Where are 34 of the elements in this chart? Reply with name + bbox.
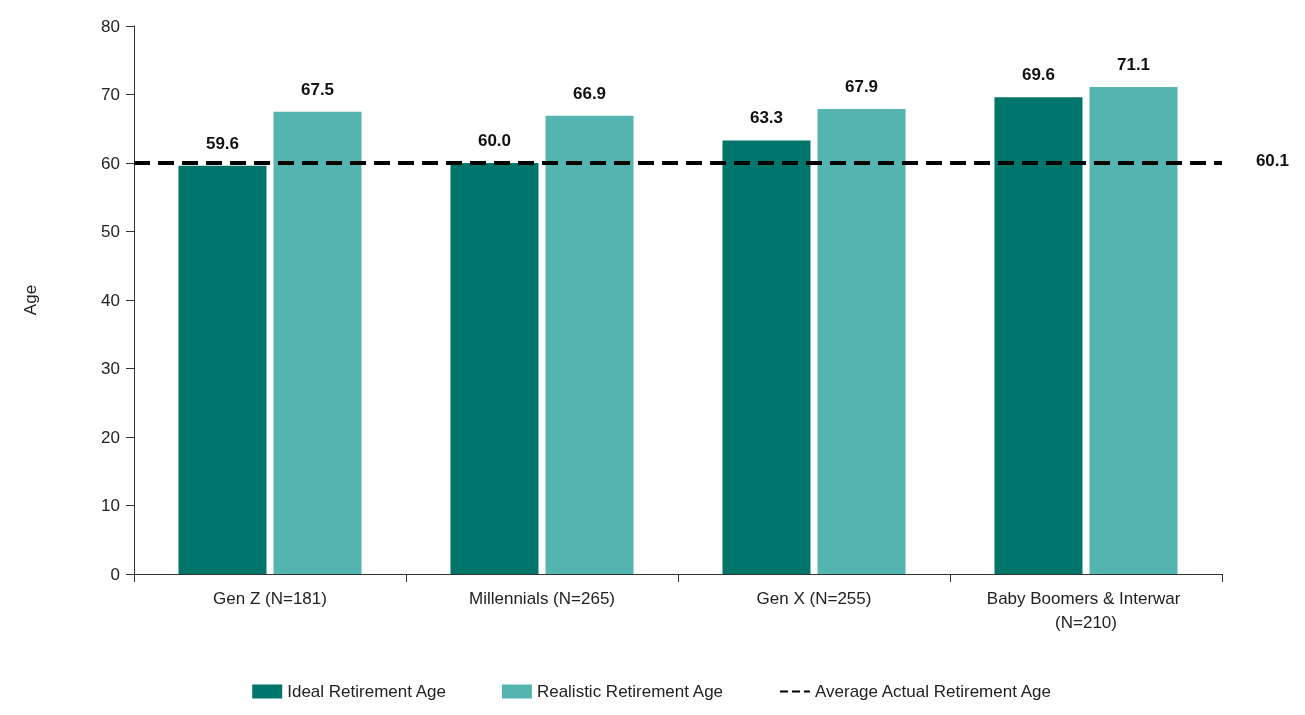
x-tick-label: Gen X (N=255) (756, 588, 872, 608)
bar (1089, 86, 1178, 574)
data-label: 59.6 (205, 133, 240, 153)
legend-label: Realistic Retirement Age (536, 682, 724, 701)
x-tick-label: Baby Boomers & Interwar (N=210) (986, 588, 1186, 632)
data-label: 69.6 (1021, 65, 1056, 85)
text: 60.1 (1255, 151, 1290, 171)
y-tick-label: 70 (101, 85, 120, 104)
bar (545, 115, 634, 574)
data-label: 63.3 (749, 108, 784, 128)
y-tick-label: 0 (110, 564, 120, 584)
bar (817, 108, 906, 574)
y-tick-label: 60 (101, 153, 120, 173)
y-tick-label: 10 (101, 496, 120, 515)
data-label: 67.9 (844, 76, 879, 96)
y-tick-label: 20 (101, 427, 120, 447)
bar (178, 165, 267, 574)
legend-label: Average Actual Retirement Age (814, 682, 1051, 701)
data-label: 66.9 (572, 83, 607, 103)
data-label: 67.5 (300, 79, 335, 99)
data-label: 71.1 (1116, 54, 1151, 74)
y-tick-label: 30 (101, 359, 120, 378)
bar (273, 111, 362, 574)
data-label: 60.0 (477, 131, 512, 150)
y-tick-label: 80 (101, 16, 120, 36)
bar (994, 97, 1083, 574)
x-tick-label: Millennials (N=265) (469, 588, 615, 608)
y-tick-label: 50 (101, 222, 120, 241)
x-tick-label: Gen Z (N=181) (213, 588, 327, 608)
y-tick-label: 40 (101, 290, 120, 310)
bar (450, 163, 539, 574)
y-axis-title: Age (21, 284, 40, 316)
legend-label: Ideal Retirement Age (287, 682, 446, 701)
bar (722, 140, 811, 574)
